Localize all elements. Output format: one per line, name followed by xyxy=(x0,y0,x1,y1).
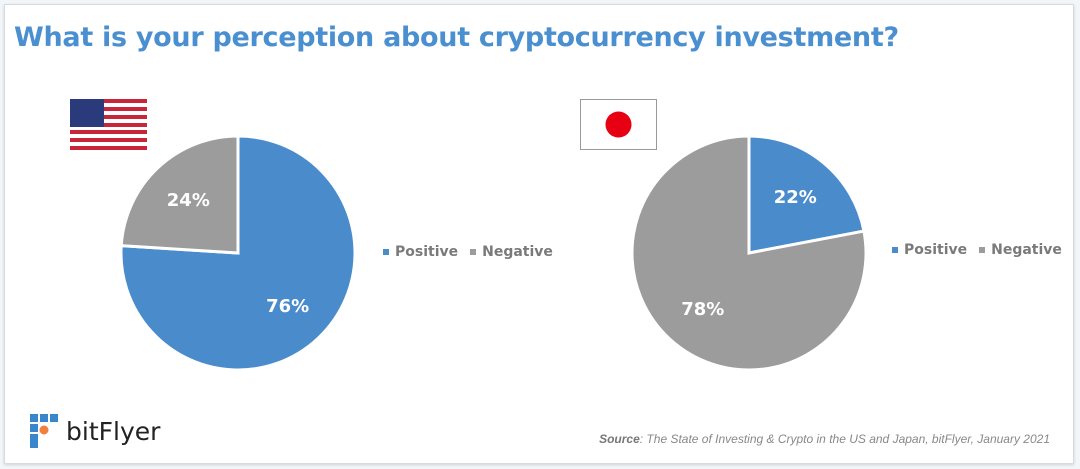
source-text: : The State of Investing & Crypto in the… xyxy=(639,432,1050,446)
us-flag-icon xyxy=(70,99,147,150)
legend-japan: Positive Negative xyxy=(892,242,1062,258)
bitflyer-logo: bitFlyer xyxy=(30,414,160,448)
data-label-us-positive: 76% xyxy=(266,296,309,317)
data-label-japan-positive: 22% xyxy=(774,187,817,208)
legend-label-positive: Positive xyxy=(904,242,968,258)
logo-text: bitFlyer xyxy=(66,416,161,446)
chart-title: What is your perception about cryptocurr… xyxy=(14,22,899,53)
legend-swatch-negative xyxy=(979,247,986,253)
japan-flag-icon xyxy=(580,99,657,150)
data-label-us-negative: 24% xyxy=(167,190,210,211)
legend-us: Positive Negative xyxy=(383,244,553,260)
source-note: Source: The State of Investing & Crypto … xyxy=(599,432,1050,446)
legend-swatch-negative xyxy=(470,249,477,255)
legend-swatch-positive xyxy=(383,249,389,255)
legend-swatch-positive xyxy=(892,247,898,253)
pie-slice-us-positive xyxy=(119,134,357,372)
pie-slice-japan-negative xyxy=(630,134,868,372)
source-label: Source xyxy=(599,432,640,446)
legend-label-negative: Negative xyxy=(482,244,553,260)
data-label-japan-negative: 78% xyxy=(681,299,724,320)
legend-label-negative: Negative xyxy=(991,242,1062,258)
bitflyer-logo-icon xyxy=(30,414,58,448)
pie-slice-us-negative xyxy=(119,134,240,255)
legend-label-positive: Positive xyxy=(395,244,459,260)
pie-slice-japan-positive xyxy=(747,134,866,255)
